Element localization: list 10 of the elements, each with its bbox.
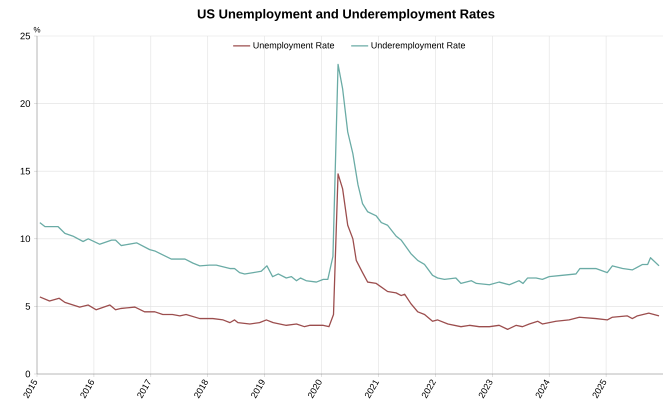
legend-label: Underemployment Rate <box>372 42 466 50</box>
y-tick-label: 0 <box>26 370 30 378</box>
chart-title: US Unemployment and Underemployment Rates <box>198 8 494 22</box>
legend-label: Unemployment Rate <box>253 42 334 50</box>
line-series <box>39 64 660 286</box>
y-tick-label: 25 <box>20 32 30 40</box>
y-tick-label: 15 <box>20 168 30 175</box>
y-tick-label: 20 <box>20 100 30 107</box>
y-tick-label: 10 <box>20 235 30 242</box>
y-tick-label: 5 <box>26 303 30 310</box>
